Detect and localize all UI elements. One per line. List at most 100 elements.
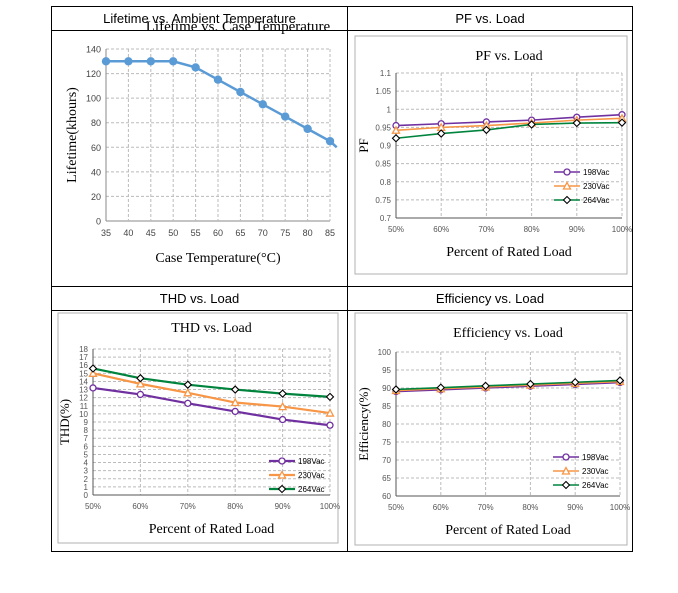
cell-pf: PF vs. Load	[348, 7, 632, 287]
legend-label: 230Vac	[583, 182, 610, 191]
y-tick-label: 10	[79, 410, 88, 419]
legend-marker-264Vac	[562, 195, 572, 205]
data-point-264Vac	[436, 383, 446, 392]
series-line-230Vac	[92, 372, 331, 415]
data-point	[146, 57, 155, 66]
data-point-264Vac	[527, 120, 536, 129]
data-point-264Vac	[436, 129, 446, 138]
y-tick-label: 4	[84, 459, 89, 468]
x-axis-label: Case Temperature(°C)	[155, 251, 281, 266]
header-pf: PF vs. Load	[348, 7, 632, 31]
y-tick-label: 80	[382, 420, 391, 429]
y-tick-label: 7	[84, 434, 89, 443]
x-tick-label: 40	[123, 228, 133, 238]
y-tick-label: 100	[378, 348, 392, 357]
series-line-264Vac	[395, 121, 623, 140]
data-point-264Vac	[391, 385, 401, 394]
series-line-198Vac	[395, 113, 623, 127]
x-tick-label: 50%	[388, 225, 404, 234]
y-tick-label: 100	[86, 94, 101, 104]
data-point-264Vac	[481, 381, 490, 391]
plot-frame	[354, 35, 628, 275]
data-point-230Vac	[278, 401, 288, 411]
data-point-230Vac	[230, 397, 240, 407]
y-tick-label: 0.8	[380, 178, 392, 187]
x-tick-label: 90%	[567, 503, 583, 512]
y-tick-label: 0.95	[375, 123, 391, 132]
plot-frame	[57, 312, 339, 544]
y-tick-label: 60	[382, 492, 391, 501]
data-point-198Vac	[184, 399, 192, 407]
x-tick-label: 85	[325, 228, 335, 238]
series-line-230Vac	[395, 117, 623, 132]
y-tick-label: 17	[79, 353, 88, 362]
x-tick-label: 80%	[522, 503, 538, 512]
x-tick-label: 70%	[180, 502, 196, 511]
legend-label: 198Vac	[583, 168, 610, 177]
y-tick-label: 85	[382, 402, 391, 411]
y-tick-label: 75	[382, 438, 391, 447]
y-tick-label: 18	[79, 345, 88, 354]
header-thd: THD vs. Load	[52, 287, 347, 311]
y-tick-label: 60	[91, 143, 101, 153]
thd-chart: THD vs. Load0123456789101112131415161718…	[57, 312, 340, 544]
y-tick-label: 8	[84, 426, 89, 435]
header-efficiency: Efficiency vs. Load	[348, 287, 632, 311]
data-point	[258, 100, 267, 109]
y-tick-label: 20	[91, 192, 101, 202]
data-point-264Vac	[526, 379, 535, 389]
data-point	[236, 87, 245, 97]
data-point-198Vac	[89, 384, 97, 392]
cell-efficiency: Efficiency vs. Load	[348, 287, 632, 551]
y-tick-label: 5	[84, 450, 89, 459]
data-point-264Vac	[482, 125, 491, 135]
legend-label: 198Vac	[582, 453, 609, 462]
data-point-230Vac	[183, 387, 193, 397]
x-tick-label: 60%	[433, 503, 449, 512]
data-point-230Vac	[391, 125, 401, 134]
x-tick-label: 65	[235, 228, 245, 238]
data-point-264Vac	[617, 118, 627, 127]
lifetime-chart: Lifetime vs. Case Temperature 0 20 40 60 80 10…	[65, 19, 338, 266]
y-tick-label: 6	[84, 442, 89, 451]
data-point	[124, 57, 133, 66]
x-tick-label: 90%	[569, 225, 585, 234]
data-point	[169, 57, 178, 66]
x-tick-label: 100%	[320, 502, 340, 511]
x-tick-label: 55	[191, 228, 201, 238]
y-tick-label: 13	[79, 386, 88, 395]
y-tick-label: 70	[382, 456, 391, 465]
data-point	[213, 75, 223, 84]
y-tick-label: 0	[84, 491, 89, 500]
y-tick-label: 0.9	[380, 142, 392, 151]
series-line-264Vac	[395, 379, 621, 391]
y-axis-label: THD(%)	[57, 399, 72, 445]
legend-marker-198Vac	[562, 453, 570, 461]
x-tick-label: 80%	[524, 225, 540, 234]
data-point-264Vac	[88, 364, 98, 373]
y-tick-label: 65	[382, 474, 391, 483]
legend-marker-198Vac	[278, 457, 286, 465]
legend-label: 230Vac	[298, 471, 325, 480]
data-point-264Vac	[183, 380, 193, 389]
data-point-198Vac	[278, 415, 287, 424]
x-tick-label: 90%	[275, 502, 291, 511]
data-point-198Vac	[231, 407, 239, 416]
x-axis-label: Percent of Rated Load	[446, 245, 572, 260]
legend-marker-264Vac	[561, 480, 571, 490]
x-tick-label: 70%	[478, 503, 494, 512]
x-tick-label: 60%	[433, 225, 449, 234]
chart-title: Lifetime vs. Case Temperature	[146, 19, 331, 35]
y-tick-label: 1	[387, 105, 392, 114]
chart-title: PF vs. Load	[475, 49, 542, 64]
y-tick-label: 40	[91, 167, 101, 177]
x-tick-label: 60	[213, 228, 223, 238]
series-line-264Vac	[92, 367, 331, 398]
y-tick-label: 15	[79, 369, 88, 378]
y-tick-label: 0.75	[375, 196, 391, 205]
x-tick-label: 100%	[610, 503, 630, 512]
data-point-198Vac	[136, 390, 145, 399]
data-point-264Vac	[325, 392, 335, 402]
data-point	[101, 57, 111, 66]
y-tick-label: 80	[91, 118, 101, 128]
